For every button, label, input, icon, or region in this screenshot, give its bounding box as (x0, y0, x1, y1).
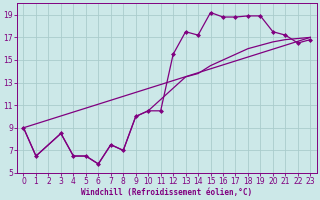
X-axis label: Windchill (Refroidissement éolien,°C): Windchill (Refroidissement éolien,°C) (81, 188, 252, 197)
